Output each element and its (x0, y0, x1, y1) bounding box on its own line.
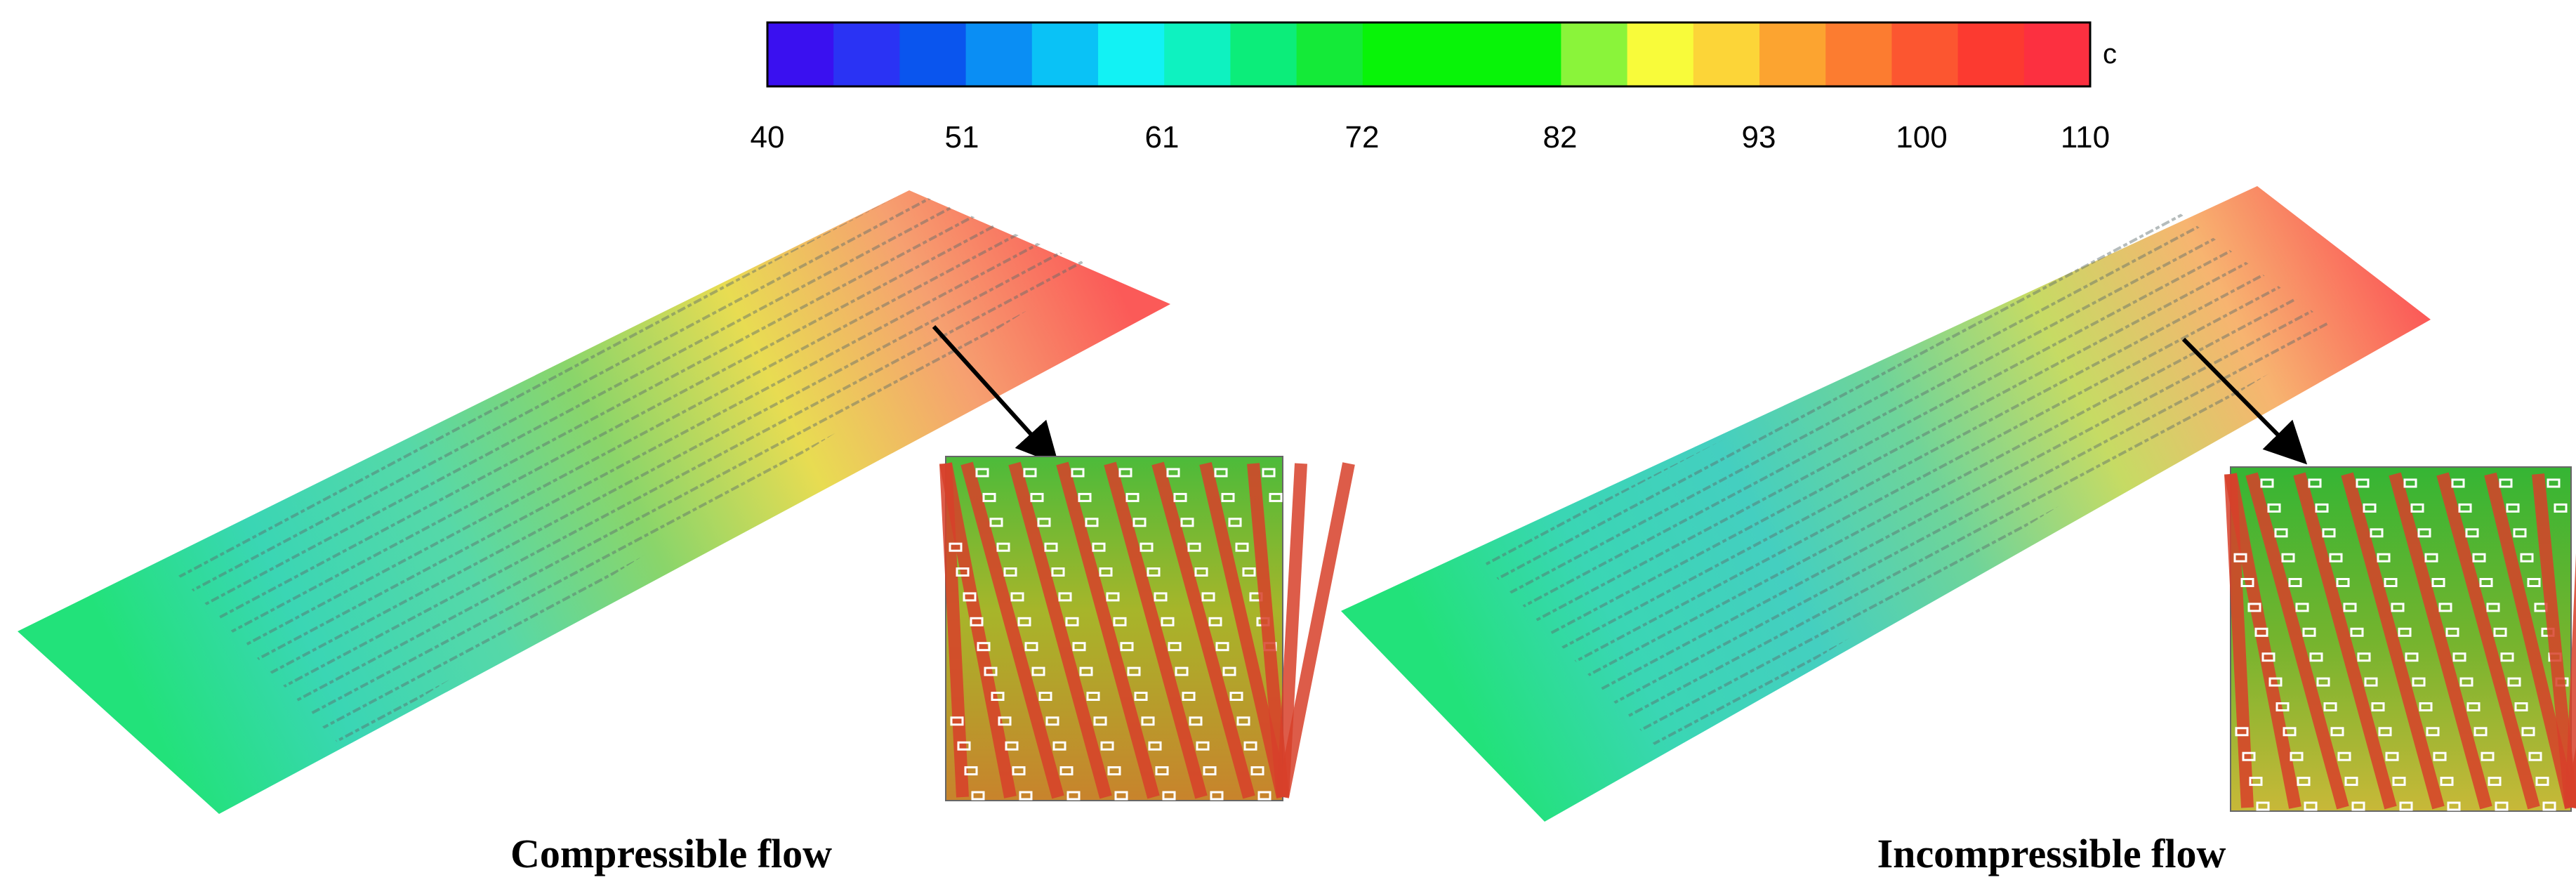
colorbar-swatch (1825, 22, 1892, 86)
colorbar-swatch (1891, 22, 1959, 86)
colorbar-swatch (1031, 22, 1099, 86)
colorbar-tick-label: 61 (1145, 120, 1180, 155)
panel-compressible: Compressible flow (18, 190, 1355, 876)
colorbar-swatch (1561, 22, 1628, 86)
colorbar (767, 22, 2091, 86)
colorbar-swatch (1429, 22, 1495, 86)
colorbar-ticks: 40 51 61 72 82 93 100 110 (751, 120, 2111, 155)
zoom-arrow-incompressible (2181, 337, 2308, 465)
colorbar-swatch (965, 22, 1033, 86)
panel-incompressible: Incompressible flow (1341, 186, 2576, 876)
colorbar-tick-label: 110 (2061, 120, 2110, 155)
colorbar-swatch (1230, 22, 1297, 86)
colorbar-swatch (1693, 22, 1760, 86)
colorbar-unit: c (2103, 39, 2117, 70)
colorbar-swatch (767, 22, 834, 86)
colorbar-swatch (1362, 22, 1429, 86)
colorbar-frame (766, 21, 2092, 88)
caption-compressible: Compressible flow (510, 831, 832, 876)
zoom-inset-compressible (939, 456, 1355, 801)
fin-array-compressible (172, 190, 1095, 748)
colorbar-swatch (1627, 22, 1694, 86)
colorbar-tick-label: 82 (1543, 120, 1578, 155)
colorbar-swatch (899, 22, 967, 86)
colorbar-swatch (1164, 22, 1231, 86)
colorbar-swatch (1098, 22, 1165, 86)
colorbar-swatch (2023, 22, 2091, 86)
zoom-inset-incompressible (2224, 466, 2576, 812)
colorbar-tick-label: 93 (1742, 120, 1776, 155)
zoom-arrow-compressible (932, 324, 1059, 466)
colorbar-tick-label: 51 (945, 120, 979, 155)
colorbar-tick-label: 100 (1896, 120, 1947, 155)
colorbar-tick-label: 72 (1345, 120, 1380, 155)
colorbar-swatch (1759, 22, 1826, 86)
colorbar-swatch (1495, 22, 1561, 86)
colorbar-tick-label: 40 (751, 120, 785, 155)
fin-array-incompressible (1481, 211, 2338, 755)
colorbar-swatch (1296, 22, 1363, 86)
caption-incompressible: Incompressible flow (1877, 831, 2226, 876)
colorbar-swatch (1957, 22, 2025, 86)
colorbar-swatch (833, 22, 900, 86)
